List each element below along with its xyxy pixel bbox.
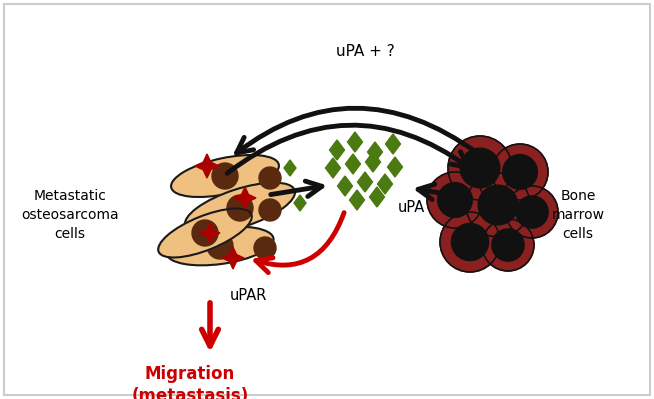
Circle shape bbox=[492, 229, 524, 261]
Polygon shape bbox=[385, 134, 400, 154]
FancyArrowPatch shape bbox=[271, 181, 322, 196]
Circle shape bbox=[516, 196, 548, 228]
Ellipse shape bbox=[167, 227, 273, 265]
Polygon shape bbox=[347, 132, 362, 152]
Polygon shape bbox=[200, 223, 220, 243]
Circle shape bbox=[192, 220, 218, 246]
Circle shape bbox=[448, 136, 512, 200]
FancyArrowPatch shape bbox=[418, 184, 449, 200]
Polygon shape bbox=[222, 247, 244, 269]
Circle shape bbox=[427, 172, 483, 228]
Polygon shape bbox=[234, 187, 256, 209]
Ellipse shape bbox=[185, 183, 295, 233]
Text: Bone
marrow
cells: Bone marrow cells bbox=[551, 188, 604, 241]
Polygon shape bbox=[377, 174, 392, 194]
Circle shape bbox=[503, 155, 538, 190]
Circle shape bbox=[254, 237, 276, 259]
Polygon shape bbox=[337, 176, 353, 196]
Polygon shape bbox=[284, 160, 296, 176]
Polygon shape bbox=[370, 187, 385, 207]
FancyArrowPatch shape bbox=[237, 108, 478, 153]
Polygon shape bbox=[388, 157, 402, 177]
Polygon shape bbox=[195, 154, 219, 178]
Circle shape bbox=[227, 195, 253, 221]
Circle shape bbox=[506, 186, 558, 238]
FancyArrowPatch shape bbox=[256, 213, 344, 273]
Circle shape bbox=[460, 148, 500, 188]
Polygon shape bbox=[358, 172, 373, 192]
Circle shape bbox=[492, 144, 548, 200]
Circle shape bbox=[259, 199, 281, 221]
Circle shape bbox=[207, 233, 233, 259]
FancyArrowPatch shape bbox=[201, 303, 218, 346]
Circle shape bbox=[482, 219, 534, 271]
Circle shape bbox=[212, 163, 238, 189]
Polygon shape bbox=[349, 190, 364, 210]
Polygon shape bbox=[330, 140, 345, 160]
Circle shape bbox=[440, 212, 500, 272]
Polygon shape bbox=[326, 158, 341, 178]
Circle shape bbox=[466, 173, 530, 237]
FancyArrowPatch shape bbox=[227, 125, 468, 173]
Ellipse shape bbox=[171, 155, 279, 197]
Text: uPA + ?: uPA + ? bbox=[336, 45, 394, 59]
Polygon shape bbox=[345, 154, 360, 174]
Text: uPA: uPA bbox=[398, 201, 425, 215]
Text: uPAR: uPAR bbox=[230, 288, 267, 302]
Ellipse shape bbox=[158, 209, 252, 257]
Circle shape bbox=[478, 185, 518, 225]
Circle shape bbox=[438, 183, 472, 217]
Text: Metastatic
osteosarcoma
cells: Metastatic osteosarcoma cells bbox=[21, 188, 119, 241]
Text: Migration
(metastasis): Migration (metastasis) bbox=[131, 365, 249, 399]
Polygon shape bbox=[368, 142, 383, 162]
Polygon shape bbox=[366, 152, 381, 172]
Circle shape bbox=[451, 223, 489, 261]
Circle shape bbox=[259, 167, 281, 189]
Polygon shape bbox=[294, 195, 306, 211]
